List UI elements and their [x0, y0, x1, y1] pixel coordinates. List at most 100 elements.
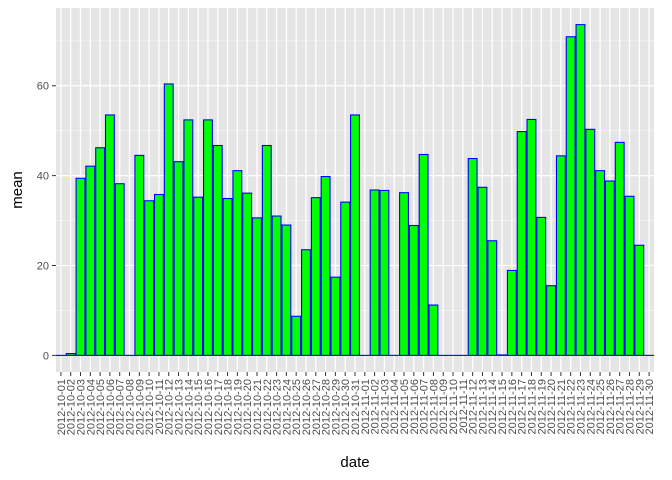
x-tick-label: 2012-10-16 [203, 379, 215, 435]
bar [134, 154, 145, 356]
x-tick-label: 2012-11-29 [634, 379, 646, 434]
bar [536, 216, 547, 356]
y-axis-title: mean [9, 171, 26, 209]
bar [75, 177, 86, 356]
x-tick-label: 2012-11-18 [526, 379, 538, 434]
bar [428, 304, 439, 356]
x-tick-label: 2012-11-14 [487, 379, 499, 434]
bar [301, 249, 311, 356]
bar [242, 192, 253, 356]
x-tick-label: 2012-10-26 [301, 379, 313, 435]
x-tick-label: 2012-10-22 [262, 379, 274, 435]
bar [271, 215, 282, 356]
x-tick-label: 2012-10-02 [66, 379, 78, 435]
bar [585, 128, 596, 356]
x-tick-label: 2012-10-30 [340, 379, 352, 435]
bar [252, 217, 262, 356]
x-tick-label: 2012-10-17 [213, 379, 225, 435]
x-tick-label: 2012-11-22 [566, 379, 578, 434]
x-tick-label: 2012-10-07 [115, 379, 127, 435]
x-axis-title: date [340, 454, 369, 471]
x-tick-label: 2012-11-23 [575, 379, 587, 434]
x-tick-label: 2012-10-19 [232, 379, 244, 435]
x-tick-label: 2012-10-03 [76, 379, 88, 435]
x-tick-label: 2012-11-06 [409, 379, 421, 434]
x-tick-label: 2012-10-15 [193, 379, 205, 435]
bar [95, 147, 106, 356]
x-tick-label: 2012-11-05 [399, 379, 411, 434]
bar [614, 141, 625, 356]
bar [516, 131, 527, 356]
x-tick-label: 2012-11-15 [497, 379, 509, 434]
x-tick-label: 2012-10-04 [85, 379, 97, 435]
bar [506, 269, 517, 356]
x-tick-label: 2012-10-18 [223, 379, 235, 435]
bar [330, 276, 341, 356]
x-tick-label: 2012-11-12 [468, 379, 480, 434]
bar [232, 170, 243, 356]
bar [379, 189, 390, 356]
bar [65, 353, 76, 356]
bar [467, 157, 478, 356]
bar [291, 315, 302, 356]
bar [408, 224, 419, 356]
x-tick-label: 2012-10-08 [125, 379, 137, 435]
x-tick-label: 2012-10-10 [144, 379, 156, 435]
bar [595, 170, 606, 356]
x-tick-label: 2012-11-24 [585, 379, 597, 434]
bar [555, 155, 566, 356]
bar [163, 83, 174, 356]
x-tick-label: 2012-11-16 [507, 379, 519, 434]
x-tick-label: 2012-10-24 [281, 379, 293, 435]
x-tick-label: 2012-11-25 [595, 379, 607, 434]
x-tick-label: 2012-11-20 [546, 379, 558, 434]
bar [202, 119, 213, 356]
y-tick-label: 40 [37, 171, 49, 183]
x-tick-label: 2012-10-29 [330, 379, 342, 435]
x-tick-label: 2012-10-11 [154, 379, 166, 434]
x-tick-label: 2012-10-23 [272, 379, 284, 435]
bar [575, 24, 586, 356]
bar [114, 183, 125, 356]
x-tick-label: 2012-10-20 [242, 379, 254, 435]
x-tick-label: 2012-10-21 [252, 379, 264, 435]
bar [104, 114, 115, 356]
bar [604, 180, 615, 356]
x-tick-label: 2012-10-14 [183, 379, 195, 435]
bar [320, 175, 331, 356]
x-tick-label: 2012-11-30 [644, 379, 656, 434]
x-tick-label: 2012-10-06 [105, 379, 117, 435]
x-tick-label: 2012-11-21 [556, 379, 568, 434]
x-tick-label: 2012-10-09 [134, 379, 146, 435]
x-tick-label: 2012-11-28 [624, 379, 636, 434]
x-tick-label: 2012-11-02 [370, 379, 382, 434]
bar [487, 240, 498, 356]
bar [369, 189, 380, 356]
bar [526, 118, 537, 356]
bar [173, 161, 184, 356]
y-axis-ticks: 0 20 40 60 [37, 81, 56, 362]
x-tick-label: 2012-11-10 [448, 379, 460, 434]
bar [546, 285, 557, 356]
bar [477, 186, 488, 356]
bar [399, 192, 409, 356]
bar [350, 114, 360, 356]
x-tick-label: 2012-11-07 [419, 379, 431, 434]
y-tick-label: 20 [37, 260, 49, 272]
x-tick-label: 2012-10-01 [56, 379, 68, 435]
x-tick-label: 2012-11-08 [428, 379, 440, 434]
bar [193, 196, 204, 356]
bar [144, 200, 155, 356]
bar [634, 244, 645, 356]
x-tick-label: 2012-10-05 [95, 379, 107, 435]
x-tick-label: 2012-11-04 [389, 379, 401, 434]
bar [340, 201, 351, 356]
bar [222, 197, 233, 356]
bars [55, 24, 655, 356]
x-tick-label: 2012-10-25 [291, 379, 303, 435]
x-tick-label: 2012-11-27 [615, 379, 627, 434]
x-tick-label: 2012-11-26 [605, 379, 617, 434]
bar [281, 224, 292, 356]
x-tick-label: 2012-11-11 [458, 379, 470, 434]
x-axis-ticks: 2012-10-012012-10-022012-10-032012-10-04… [56, 372, 656, 435]
